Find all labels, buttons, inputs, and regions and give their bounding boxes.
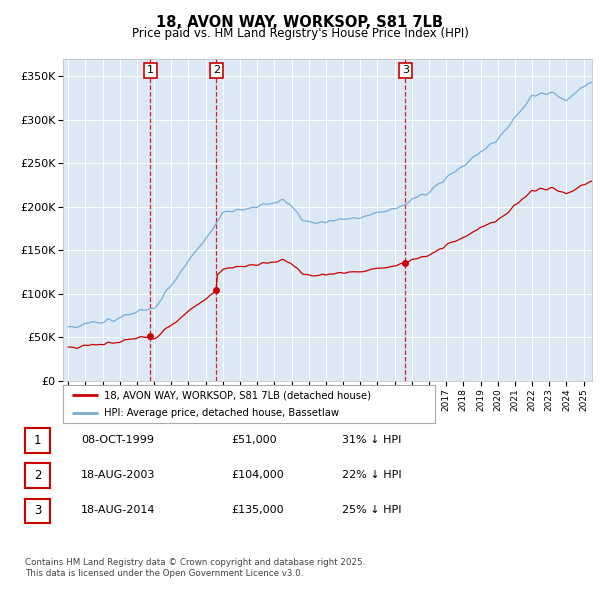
Text: Contains HM Land Registry data © Crown copyright and database right 2025.
This d: Contains HM Land Registry data © Crown c… — [25, 558, 365, 578]
Text: 3: 3 — [34, 504, 41, 517]
Text: 18, AVON WAY, WORKSOP, S81 7LB: 18, AVON WAY, WORKSOP, S81 7LB — [157, 15, 443, 30]
Text: 31% ↓ HPI: 31% ↓ HPI — [342, 435, 401, 444]
Text: 25% ↓ HPI: 25% ↓ HPI — [342, 506, 401, 515]
Text: 18-AUG-2014: 18-AUG-2014 — [81, 506, 155, 515]
Text: £135,000: £135,000 — [231, 506, 284, 515]
Text: 1: 1 — [34, 434, 41, 447]
Text: 1: 1 — [147, 65, 154, 76]
Text: £51,000: £51,000 — [231, 435, 277, 444]
Text: 18, AVON WAY, WORKSOP, S81 7LB (detached house): 18, AVON WAY, WORKSOP, S81 7LB (detached… — [104, 390, 371, 400]
Text: 22% ↓ HPI: 22% ↓ HPI — [342, 470, 401, 480]
Text: £104,000: £104,000 — [231, 470, 284, 480]
Text: Price paid vs. HM Land Registry's House Price Index (HPI): Price paid vs. HM Land Registry's House … — [131, 27, 469, 40]
Text: HPI: Average price, detached house, Bassetlaw: HPI: Average price, detached house, Bass… — [104, 408, 339, 418]
Text: 18-AUG-2003: 18-AUG-2003 — [81, 470, 155, 480]
Text: 2: 2 — [213, 65, 220, 76]
Text: 08-OCT-1999: 08-OCT-1999 — [81, 435, 154, 444]
Text: 2: 2 — [34, 469, 41, 482]
Text: 3: 3 — [402, 65, 409, 76]
